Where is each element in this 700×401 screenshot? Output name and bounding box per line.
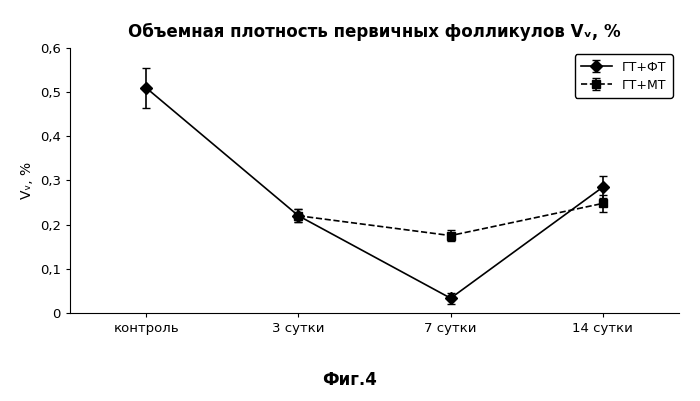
Y-axis label: Vᵥ, %: Vᵥ, % — [20, 162, 34, 199]
Text: Фиг.4: Фиг.4 — [323, 371, 377, 389]
Legend: ГТ+ФТ, ГТ+МТ: ГТ+ФТ, ГТ+МТ — [575, 55, 673, 98]
Title: Объемная плотность первичных фолликулов Vᵥ, %: Объемная плотность первичных фолликулов … — [128, 23, 621, 41]
